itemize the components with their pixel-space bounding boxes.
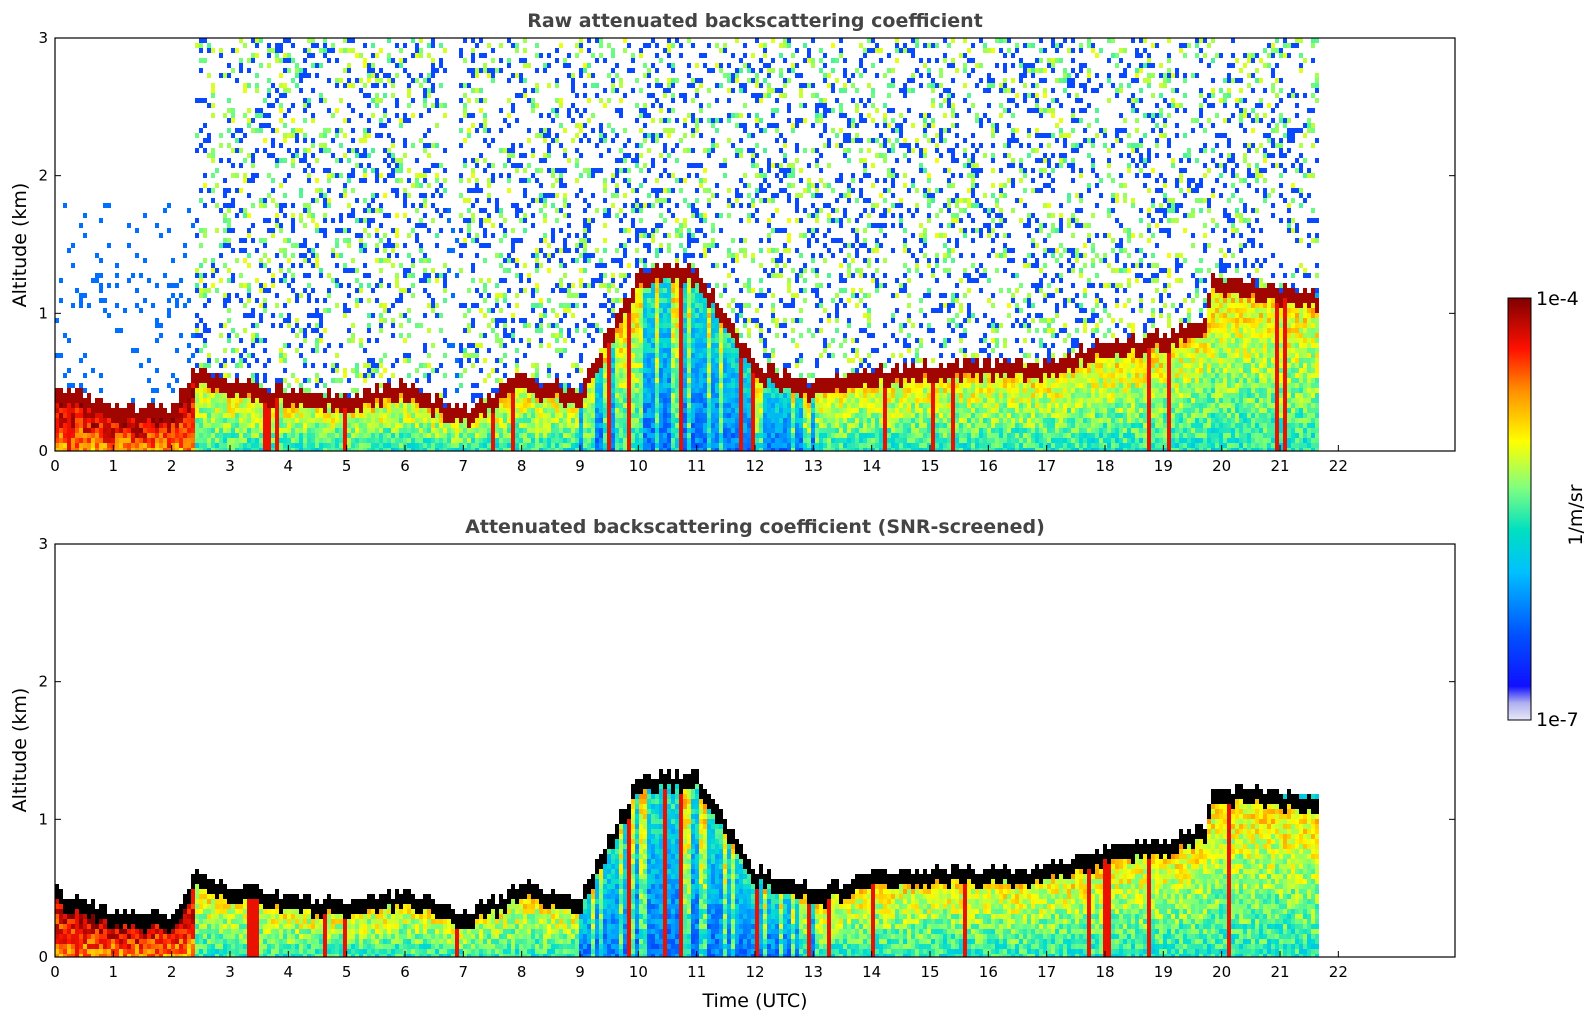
y-axis-label: Altitude (km)	[9, 688, 31, 813]
x-tick-label: 19	[1154, 457, 1173, 475]
x-tick-label: 19	[1154, 963, 1173, 981]
x-tick-label: 21	[1270, 963, 1289, 981]
x-tick-label: 12	[745, 963, 764, 981]
x-tick-label: 2	[167, 457, 177, 475]
y-axis-ticks: 0 1 2 3	[38, 29, 1455, 460]
x-tick-label: 10	[629, 963, 648, 981]
x-tick-label: 17	[1037, 963, 1056, 981]
y-tick-label: 1	[38, 304, 48, 322]
x-tick-label: 13	[804, 963, 823, 981]
chart-title: Attenuated backscattering coefficient (S…	[465, 516, 1045, 538]
x-tick-label: 14	[862, 457, 881, 475]
x-tick-label: 4	[284, 963, 294, 981]
x-tick-label: 9	[575, 963, 585, 981]
x-tick-label: 17	[1037, 457, 1056, 475]
x-tick-label: 16	[979, 457, 998, 475]
x-axis-ticks: 0 1 2 3 4 5 6 7 8 9 10 11 12 13 14 15 16 17 18 19 20 21 22	[50, 445, 1348, 475]
y-tick-label: 3	[38, 29, 48, 47]
x-tick-label: 9	[575, 457, 585, 475]
y-tick-label: 2	[38, 673, 48, 691]
y-axis-ticks: 0 1 2 3	[38, 535, 1455, 966]
x-tick-label: 0	[50, 963, 60, 981]
y-tick-label: 0	[38, 948, 48, 966]
x-tick-label: 15	[920, 457, 939, 475]
x-tick-label: 6	[400, 457, 410, 475]
y-tick-label: 2	[38, 167, 48, 185]
y-axis-label: Altitude (km)	[9, 183, 31, 308]
colorbar-gradient	[1507, 297, 1532, 721]
x-tick-label: 10	[629, 457, 648, 475]
colorbar-min-label: 1e-7	[1536, 709, 1579, 731]
x-tick-label: 11	[687, 963, 706, 981]
x-tick-label: 8	[517, 457, 527, 475]
x-tick-label: 16	[979, 963, 998, 981]
x-tick-label: 22	[1329, 457, 1348, 475]
x-tick-label: 5	[342, 963, 352, 981]
heatmap-image	[55, 769, 1319, 957]
x-tick-label: 20	[1212, 963, 1231, 981]
x-tick-label: 1	[109, 457, 119, 475]
x-tick-label: 7	[459, 457, 469, 475]
x-tick-label: 18	[1095, 963, 1114, 981]
raw-backscatter-panel: Raw attenuated backscattering coefficien…	[9, 10, 1456, 475]
x-tick-label: 12	[745, 457, 764, 475]
heatmap-image	[55, 38, 1319, 451]
x-tick-label: 14	[862, 963, 881, 981]
colorbar-max-label: 1e-4	[1536, 288, 1579, 310]
x-tick-label: 18	[1095, 457, 1114, 475]
y-tick-label: 0	[38, 442, 48, 460]
chart-title: Raw attenuated backscattering coefficien…	[527, 10, 983, 32]
x-tick-label: 6	[400, 963, 410, 981]
x-tick-label: 20	[1212, 457, 1231, 475]
x-tick-label: 1	[109, 963, 119, 981]
x-tick-label: 13	[804, 457, 823, 475]
x-tick-label: 8	[517, 963, 527, 981]
colorbar-unit-label: 1/m/sr	[1565, 484, 1587, 545]
x-tick-label: 15	[920, 963, 939, 981]
x-tick-label: 3	[225, 457, 235, 475]
x-tick-label: 4	[284, 457, 294, 475]
snr-screened-panel: Attenuated backscattering coefficient (S…	[9, 516, 1456, 1012]
colorbar: 1e-4 1e-7 1/m/sr	[1507, 288, 1587, 731]
x-axis-ticks: 0 1 2 3 4 5 6 7 8 9 10 11 12 13 14 15 16 17 18 19 20 21 22	[50, 951, 1348, 981]
y-tick-label: 1	[38, 810, 48, 828]
x-tick-label: 7	[459, 963, 469, 981]
x-tick-label: 3	[225, 963, 235, 981]
x-tick-label: 0	[50, 457, 60, 475]
x-tick-label: 5	[342, 457, 352, 475]
x-tick-label: 11	[687, 457, 706, 475]
x-tick-label: 21	[1270, 457, 1289, 475]
x-axis-label: Time (UTC)	[701, 990, 807, 1012]
x-tick-label: 22	[1329, 963, 1348, 981]
x-tick-label: 2	[167, 963, 177, 981]
y-tick-label: 3	[38, 535, 48, 553]
